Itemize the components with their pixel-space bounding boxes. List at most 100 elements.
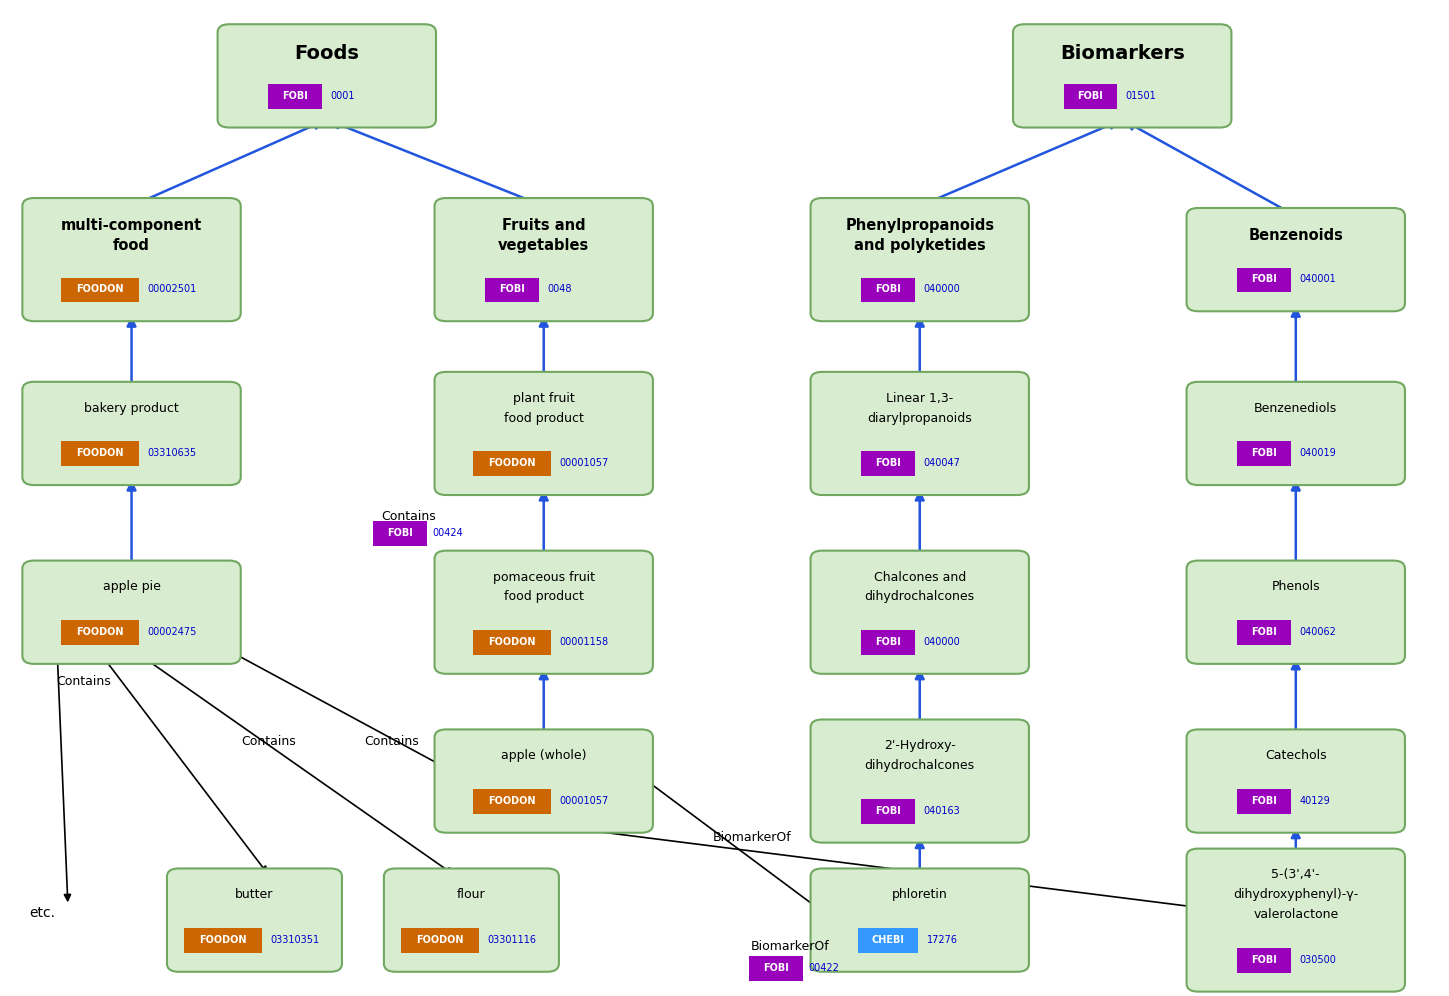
Text: dihydrochalcones: dihydrochalcones <box>865 591 975 604</box>
Text: CHEBI: CHEBI <box>871 935 904 945</box>
Text: valerolactone: valerolactone <box>1253 908 1339 921</box>
Text: 5-(3',4'-: 5-(3',4'- <box>1271 869 1320 881</box>
FancyBboxPatch shape <box>1237 789 1291 814</box>
Text: FOBI: FOBI <box>498 285 525 295</box>
Text: Phenols: Phenols <box>1271 581 1320 594</box>
Text: 00001057: 00001057 <box>559 458 609 468</box>
Text: FOBI: FOBI <box>875 458 901 468</box>
Text: FOBI: FOBI <box>1250 796 1277 806</box>
Text: dihydroxyphenyl)-γ-: dihydroxyphenyl)-γ- <box>1233 888 1358 901</box>
FancyBboxPatch shape <box>810 551 1029 674</box>
FancyBboxPatch shape <box>1187 208 1406 312</box>
FancyBboxPatch shape <box>268 84 322 109</box>
Text: 01501: 01501 <box>1126 91 1156 101</box>
FancyBboxPatch shape <box>485 278 539 303</box>
Text: 03310635: 03310635 <box>148 448 197 458</box>
FancyBboxPatch shape <box>810 198 1029 321</box>
Text: plant fruit: plant fruit <box>513 391 575 404</box>
Text: 040001: 040001 <box>1300 275 1336 285</box>
FancyBboxPatch shape <box>435 551 653 674</box>
Text: FOBI: FOBI <box>1250 275 1277 285</box>
FancyBboxPatch shape <box>217 24 436 127</box>
Text: diarylpropanoids: diarylpropanoids <box>868 411 972 424</box>
Text: 030500: 030500 <box>1300 955 1336 965</box>
FancyBboxPatch shape <box>61 441 139 466</box>
Text: FOBI: FOBI <box>387 528 413 538</box>
Text: Benzenoids: Benzenoids <box>1249 228 1343 243</box>
Text: 040019: 040019 <box>1300 448 1336 458</box>
Text: Contains: Contains <box>381 510 436 523</box>
Text: 00001057: 00001057 <box>559 796 609 806</box>
Text: phloretin: phloretin <box>893 888 948 901</box>
Text: Linear 1,3-: Linear 1,3- <box>887 391 953 404</box>
Text: FOBI: FOBI <box>875 285 901 295</box>
FancyBboxPatch shape <box>1237 441 1291 466</box>
Text: Biomarkers: Biomarkers <box>1059 44 1185 63</box>
FancyBboxPatch shape <box>861 451 914 476</box>
Text: 40129: 40129 <box>1300 796 1330 806</box>
FancyBboxPatch shape <box>1187 381 1406 485</box>
Text: FOODON: FOODON <box>488 637 536 647</box>
Text: FOODON: FOODON <box>488 458 536 468</box>
FancyBboxPatch shape <box>384 869 559 972</box>
Text: and polyketides: and polyketides <box>853 238 985 253</box>
Text: 040062: 040062 <box>1300 627 1336 637</box>
Text: bakery product: bakery product <box>84 401 178 414</box>
FancyBboxPatch shape <box>61 621 139 645</box>
FancyBboxPatch shape <box>861 278 914 303</box>
Text: 17276: 17276 <box>927 935 958 945</box>
Text: flour: flour <box>456 888 485 901</box>
Text: BiomarkerOf: BiomarkerOf <box>751 940 829 953</box>
Text: 0001: 0001 <box>330 91 355 101</box>
FancyBboxPatch shape <box>167 869 342 972</box>
Text: Contains: Contains <box>242 735 296 748</box>
Text: food: food <box>113 238 151 253</box>
Text: Fruits and: Fruits and <box>501 218 585 233</box>
Text: butter: butter <box>235 888 274 901</box>
Text: Benzenediols: Benzenediols <box>1255 401 1337 414</box>
Text: 040047: 040047 <box>923 458 961 468</box>
Text: 00424: 00424 <box>432 528 464 538</box>
FancyBboxPatch shape <box>810 869 1029 972</box>
Text: BiomarkerOf: BiomarkerOf <box>713 832 791 845</box>
FancyBboxPatch shape <box>1237 268 1291 293</box>
FancyBboxPatch shape <box>435 729 653 833</box>
Text: FOBI: FOBI <box>764 963 788 973</box>
FancyBboxPatch shape <box>472 630 551 655</box>
FancyBboxPatch shape <box>858 928 919 953</box>
Text: FOODON: FOODON <box>416 935 464 945</box>
FancyBboxPatch shape <box>22 198 241 321</box>
FancyBboxPatch shape <box>861 630 914 655</box>
FancyBboxPatch shape <box>472 451 551 476</box>
Text: apple pie: apple pie <box>103 581 161 594</box>
Text: FOBI: FOBI <box>1250 955 1277 965</box>
Text: FOBI: FOBI <box>1078 91 1103 101</box>
Text: pomaceous fruit: pomaceous fruit <box>493 571 594 584</box>
Text: 00002501: 00002501 <box>148 285 197 295</box>
Text: FOBI: FOBI <box>283 91 307 101</box>
Text: Chalcones and: Chalcones and <box>874 571 966 584</box>
Text: Phenylpropanoids: Phenylpropanoids <box>845 218 994 233</box>
FancyBboxPatch shape <box>372 521 426 546</box>
Text: 2'-Hydroxy-: 2'-Hydroxy- <box>884 739 955 752</box>
Text: 040000: 040000 <box>923 637 961 647</box>
FancyBboxPatch shape <box>472 789 551 814</box>
FancyBboxPatch shape <box>1187 561 1406 664</box>
Text: FOODON: FOODON <box>199 935 246 945</box>
Text: food product: food product <box>504 411 584 424</box>
FancyBboxPatch shape <box>400 928 478 953</box>
Text: FOODON: FOODON <box>75 285 123 295</box>
Text: FOODON: FOODON <box>488 796 536 806</box>
FancyBboxPatch shape <box>22 561 241 664</box>
Text: FOBI: FOBI <box>875 806 901 816</box>
Text: Contains: Contains <box>57 675 112 688</box>
FancyBboxPatch shape <box>61 278 139 303</box>
Text: multi-component: multi-component <box>61 218 203 233</box>
Text: FOBI: FOBI <box>875 637 901 647</box>
FancyBboxPatch shape <box>1064 84 1117 109</box>
FancyBboxPatch shape <box>435 372 653 495</box>
FancyBboxPatch shape <box>810 719 1029 843</box>
Text: 00001158: 00001158 <box>559 637 609 647</box>
FancyBboxPatch shape <box>861 799 914 824</box>
FancyBboxPatch shape <box>184 928 262 953</box>
